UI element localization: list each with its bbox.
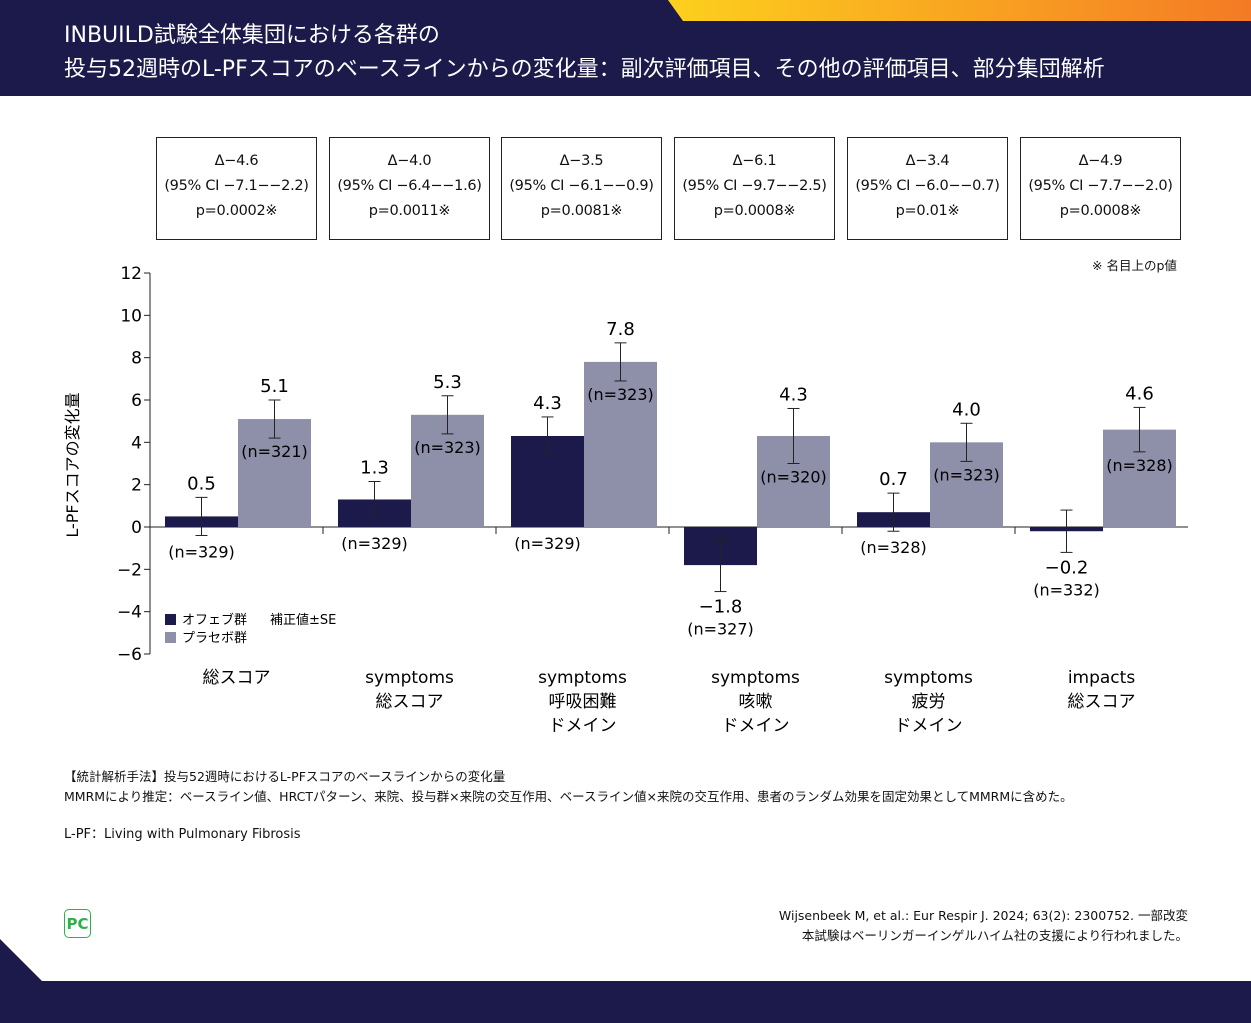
ci-ci: (95% CI −9.7−−2.5): [682, 178, 827, 194]
bar-placebo: [584, 361, 657, 527]
y-tick-label: 10: [120, 306, 142, 326]
n-label: (n=328): [860, 538, 927, 557]
y-tick-label: 2: [131, 476, 142, 496]
ci-delta: Δ−6.1: [732, 153, 777, 169]
data-label: 4.0: [952, 399, 981, 420]
abbreviation-note: L-PF：Living with Pulmonary Fibrosis: [64, 827, 301, 842]
support-note: 本試験はベーリンガーインゲルハイム社の支援により行われました。: [801, 928, 1188, 943]
data-label: 5.1: [260, 376, 289, 397]
method-title: 【統計解析手法】投与52週時におけるL-PFスコアのベースラインからの変化量: [64, 769, 506, 784]
ci-p: p=0.0008※: [1059, 203, 1142, 219]
y-tick-label: 6: [131, 391, 142, 411]
ci-box: Δ−6.1 (95% CI −9.7−−2.5) p=0.0008※: [674, 137, 835, 240]
category-label: 総スコア: [376, 692, 444, 712]
citation: Wijsenbeek M, et al.: Eur Respir J. 2024…: [778, 908, 1188, 923]
n-label: (n=329): [341, 534, 408, 553]
ci-ci: (95% CI −7.1−−2.2): [164, 178, 309, 194]
y-tick-label: −2: [117, 560, 142, 580]
ci-box: Δ−4.9 (95% CI −7.7−−2.0) p=0.0008※: [1020, 137, 1181, 240]
data-label: −1.8: [699, 597, 743, 618]
category-label: impacts: [1068, 668, 1136, 688]
n-label: (n=328): [1106, 456, 1173, 475]
category-label: 疲労: [912, 692, 946, 712]
header-banner: INBUILD試験全体集団における各群の 投与52週時のL-PFスコアのベースラ…: [0, 0, 1251, 96]
n-label: (n=329): [168, 542, 235, 561]
footer-banner: [0, 981, 1251, 1023]
category-label: symptoms: [711, 668, 800, 688]
ci-p: p=0.0081※: [540, 203, 623, 219]
ci-p: p=0.0011※: [368, 203, 451, 219]
ci-box: Δ−4.6 (95% CI −7.1−−2.2) p=0.0002※: [156, 137, 317, 240]
y-tick-label: −6: [117, 645, 142, 665]
ci-p: p=0.01※: [895, 203, 960, 219]
ci-box: Δ−3.5 (95% CI −6.1−−0.9) p=0.0081※: [501, 137, 662, 240]
bar-chart: 12 10 8 6 4 2 0 −2 −4 −6 L-PFスコアの変化量 0.5 (n=329) 1.3 (…: [63, 264, 1188, 736]
ci-ci: (95% CI −6.0−−0.7): [855, 178, 1000, 194]
method-body: MMRMにより推定：ベースライン値、HRCTパターン、来院、投与群×来院の交互作…: [64, 789, 1073, 804]
data-label: 4.6: [1125, 383, 1154, 404]
y-tick-label: 4: [131, 433, 142, 453]
page-title-line1: INBUILD試験全体集団における各群の: [64, 23, 440, 48]
ci-p: p=0.0002※: [195, 203, 278, 219]
y-tick-label: 0: [131, 518, 142, 538]
ci-delta: Δ−4.6: [214, 153, 259, 169]
category-label: 総スコア: [203, 668, 271, 688]
n-label: (n=323): [587, 385, 654, 404]
ci-delta: Δ−3.4: [905, 153, 950, 169]
category-label: 咳嗽: [739, 692, 773, 712]
legend-swatch: [165, 632, 176, 643]
ci-ci: (95% CI −6.1−−0.9): [509, 178, 654, 194]
n-label: (n=323): [933, 465, 1000, 484]
data-label: 4.3: [779, 384, 808, 405]
data-label: 4.3: [533, 393, 562, 414]
legend-note: 補正値±SE: [270, 612, 336, 628]
data-label: 0.7: [879, 469, 908, 490]
ci-delta: Δ−4.0: [387, 153, 432, 169]
y-tick-label: 8: [131, 349, 142, 369]
legend-swatch: [165, 614, 176, 625]
ci-ci: (95% CI −6.4−−1.6): [337, 178, 482, 194]
n-label: (n=323): [414, 438, 481, 457]
n-label: (n=321): [241, 442, 308, 461]
category-label: symptoms: [365, 668, 454, 688]
category-label: ドメイン: [895, 716, 963, 736]
data-label: 1.3: [360, 457, 389, 478]
category-label: 呼吸困難: [549, 692, 617, 712]
data-label: 5.3: [433, 372, 462, 393]
category-label: symptoms: [884, 668, 973, 688]
n-label: (n=327): [687, 620, 754, 639]
data-label: 0.5: [187, 473, 216, 494]
y-tick-label: 12: [120, 264, 142, 284]
data-label: 7.8: [606, 319, 635, 340]
category-label: symptoms: [538, 668, 627, 688]
nominal-p-note: ※ 名目上のp値: [1092, 258, 1177, 273]
ci-delta: Δ−3.5: [559, 153, 604, 169]
legend-label: プラセボ群: [182, 631, 247, 646]
page-title-line2: 投与52週時のL-PFスコアのベースラインからの変化量：副次評価項目、その他の評…: [64, 57, 1105, 82]
ci-box: Δ−4.0 (95% CI −6.4−−1.6) p=0.0011※: [329, 137, 490, 240]
n-label: (n=332): [1033, 580, 1100, 599]
n-label: (n=329): [514, 534, 581, 553]
ci-delta: Δ−4.9: [1078, 153, 1123, 169]
n-label: (n=320): [760, 468, 827, 487]
category-label: 総スコア: [1068, 692, 1136, 712]
data-label: −0.2: [1045, 557, 1089, 578]
category-label: ドメイン: [549, 716, 617, 736]
ci-p: p=0.0008※: [713, 203, 796, 219]
ci-ci: (95% CI −7.7−−2.0): [1028, 178, 1173, 194]
y-axis-label: L-PFスコアの変化量: [63, 392, 82, 537]
legend-label: オフェブ群: [182, 612, 247, 628]
y-tick-label: −4: [117, 603, 142, 623]
accent-stripe: [668, 0, 1251, 21]
ci-box: Δ−3.4 (95% CI −6.0−−0.7) p=0.01※: [847, 137, 1008, 240]
footer-corner: [0, 939, 44, 983]
category-label: ドメイン: [722, 716, 790, 736]
pc-logo: PC: [64, 909, 91, 938]
